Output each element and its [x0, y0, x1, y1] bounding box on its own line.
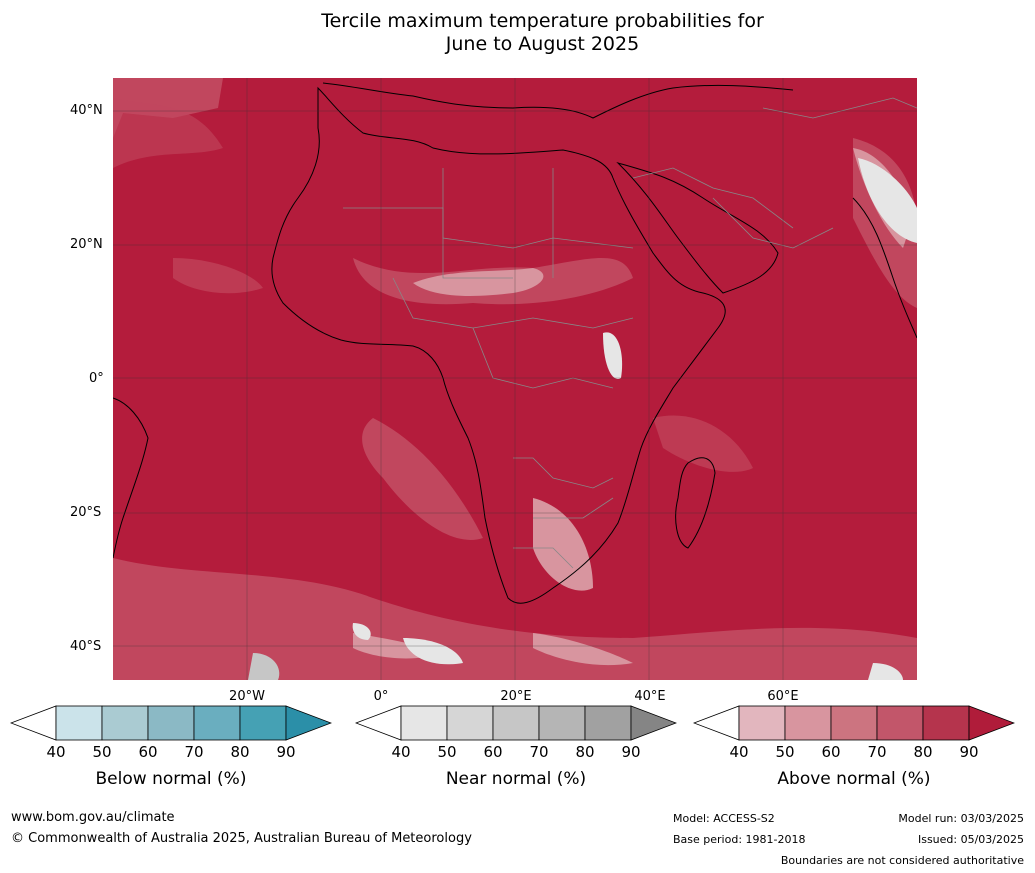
legend-above-normal: 40 50 60 70 80 90 Above normal (%) — [693, 705, 1015, 795]
footer-issued: Issued: 05/03/2025 — [917, 833, 1024, 846]
colorbar-tick-label: 50 — [92, 743, 112, 761]
footer-model: Model: ACCESS-S2 — [673, 812, 775, 825]
legend-near-normal: 40 50 60 70 80 90 Near normal (%) — [355, 705, 677, 795]
colorbar-segment — [147, 705, 195, 741]
colorbar-title: Near normal (%) — [445, 769, 587, 789]
colorbar-extend-high — [630, 705, 677, 741]
lat-label-20s: 20°S — [70, 505, 102, 520]
colorbar-tick-label: 50 — [437, 743, 457, 761]
lat-label-0: 0° — [89, 371, 104, 386]
colorbar-segment — [922, 705, 970, 741]
colorbar-tick-label: 60 — [138, 743, 158, 761]
colorbar-tick-label: 80 — [913, 743, 933, 761]
map-title-line1: Tercile maximum temperature probabilitie… — [321, 10, 764, 32]
colorbar-tick-label: 90 — [276, 743, 296, 761]
footer-base-period: Base period: 1981-2018 — [673, 833, 806, 846]
colorbar-extend-low — [355, 705, 402, 741]
colorbar-tick-label: 40 — [46, 743, 66, 761]
colorbar-title: Below normal (%) — [95, 769, 247, 789]
colorbar-segment — [492, 705, 540, 741]
colorbar-tick-label: 70 — [184, 743, 204, 761]
lat-label-40s: 40°S — [70, 639, 102, 654]
colorbar-tick-label: 60 — [483, 743, 503, 761]
colorbar-segment — [738, 705, 786, 741]
colorbar — [693, 705, 1015, 741]
colorbar-tick-label: 40 — [391, 743, 411, 761]
map-near-normal-zones — [248, 158, 917, 680]
colorbar-segment — [400, 705, 448, 741]
colorbar-segment — [101, 705, 149, 741]
colorbar-tick-label: 80 — [575, 743, 595, 761]
lon-label-20w: 20°W — [229, 689, 265, 704]
graticule — [113, 78, 917, 680]
colorbar-tick-label: 50 — [775, 743, 795, 761]
colorbar-segment — [876, 705, 924, 741]
colorbar-segment — [830, 705, 878, 741]
colorbar-tick-label: 60 — [821, 743, 841, 761]
colorbar-segment — [193, 705, 241, 741]
lat-label-20n: 20°N — [70, 237, 103, 252]
colorbar-segment — [55, 705, 103, 741]
map-title-line2: June to August 2025 — [445, 33, 640, 55]
country-borders — [343, 97, 917, 569]
probability-map — [113, 78, 917, 680]
coastlines — [113, 82, 917, 604]
colorbar — [355, 705, 677, 741]
lat-label-40n: 40°N — [70, 103, 103, 118]
colorbar-segment — [584, 705, 632, 741]
lon-label-20e: 20°E — [500, 689, 532, 704]
colorbar-tick-label: 70 — [529, 743, 549, 761]
colorbar-segment — [239, 705, 287, 741]
colorbar-extend-low — [10, 705, 57, 741]
lon-label-40e: 40°E — [634, 689, 666, 704]
footer-website: www.bom.gov.au/climate — [11, 810, 175, 825]
colorbar-tick-label: 40 — [729, 743, 749, 761]
lon-label-60e: 60°E — [767, 689, 799, 704]
footer-model-run: Model run: 03/03/2025 — [898, 812, 1024, 825]
colorbar-segment — [446, 705, 494, 741]
lon-label-0: 0° — [373, 689, 389, 704]
colorbar-tick-label: 80 — [230, 743, 250, 761]
colorbar-segment — [538, 705, 586, 741]
colorbar-segment — [784, 705, 832, 741]
colorbar-extend-high — [968, 705, 1015, 741]
footer-copyright: © Commonwealth of Australia 2025, Austra… — [11, 831, 472, 846]
colorbar — [10, 705, 332, 741]
colorbar-extend-low — [693, 705, 740, 741]
map-title: Tercile maximum temperature probabilitie… — [0, 10, 1035, 56]
footer-disclaimer: Boundaries are not considered authoritat… — [780, 854, 1024, 867]
colorbar-tick-label: 70 — [867, 743, 887, 761]
colorbar-tick-label: 90 — [621, 743, 641, 761]
legend-below-normal: 40 50 60 70 80 90 Below normal (%) — [10, 705, 332, 795]
colorbar-extend-high — [285, 705, 332, 741]
colorbar-tick-label: 90 — [959, 743, 979, 761]
colorbar-title: Above normal (%) — [777, 769, 931, 789]
